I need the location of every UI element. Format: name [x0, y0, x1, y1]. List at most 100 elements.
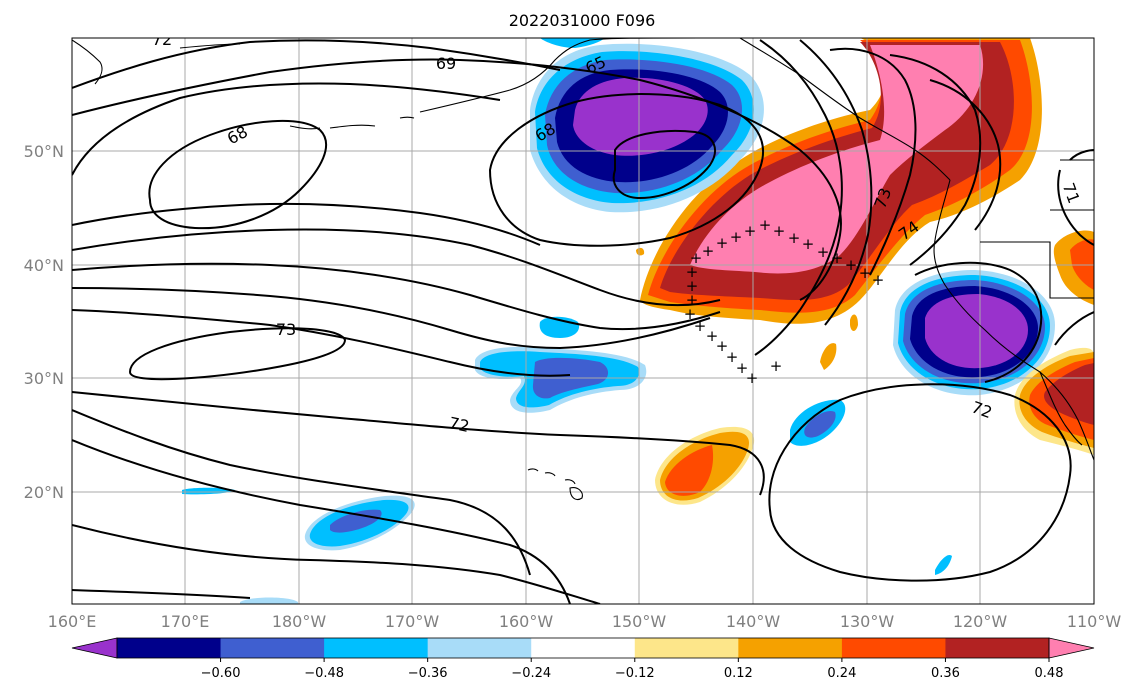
plus-marker: + — [690, 249, 703, 267]
map-title: 2022031000 F096 — [509, 11, 656, 30]
contour-c — [72, 82, 501, 176]
map-frame — [71, 37, 1095, 605]
plus-marker: + — [684, 305, 697, 323]
contour-l — [72, 589, 251, 599]
lon-label-140w: 140°W — [726, 612, 781, 631]
lat-label-30n: 30°N — [24, 369, 64, 388]
colorbar-extend-low — [71, 637, 118, 659]
contour-ridge-74 — [889, 54, 982, 266]
plus-marker: + — [736, 359, 749, 377]
colorbar-bin — [117, 638, 222, 658]
plus-marker: + — [817, 243, 830, 261]
negative-anomaly-socal-core — [925, 294, 1028, 369]
contour-73-loop — [128, 327, 347, 381]
colorbar-tick-label: 0.36 — [931, 666, 960, 681]
plus-marker: + — [744, 222, 757, 240]
contour-68-loop — [148, 120, 327, 230]
contour-trough-axis-2 — [799, 39, 873, 326]
bc-coast — [739, 38, 951, 181]
lon-label-150w: 150°W — [612, 612, 667, 631]
colorbar-tick-label: 0.24 — [827, 666, 856, 681]
positive-anomaly-small-a — [820, 343, 837, 370]
contour-east-edge — [1054, 311, 1094, 346]
plus-marker: + — [802, 235, 815, 253]
contour-label-72-top: 72 — [152, 30, 172, 49]
contour-h — [72, 309, 571, 377]
plus-marker: + — [845, 256, 858, 274]
negative-anomaly-south-1c — [330, 509, 382, 533]
lon-label-160w: 160°W — [499, 612, 554, 631]
colorbar: −0.60 −0.48 −0.36 −0.24 −0.12 0.12 0.24 0.36 0.4… — [71, 637, 1139, 681]
plus-marker: + — [686, 277, 699, 295]
lon-label-130w: 130°W — [840, 612, 895, 631]
plus-marker: + — [759, 216, 772, 234]
colorbar-bin — [220, 638, 325, 658]
plus-marker: + — [716, 234, 729, 252]
height-contours — [72, 39, 1094, 604]
lat-label-20n: 20°N — [24, 483, 64, 502]
colorbar-tick-label: −0.24 — [511, 666, 551, 681]
contour-a — [72, 39, 561, 89]
colorbar-extend-high — [1048, 637, 1095, 659]
plus-marker: + — [773, 222, 786, 240]
lat-label-40n: 40°N — [24, 256, 64, 275]
plus-marker: + — [694, 317, 707, 335]
negative-anomaly-subtropical-east-core — [804, 410, 836, 438]
contour-label-73-west: 73 — [276, 320, 296, 339]
trajectory-markers: + + + + + + + + + + + + + ++++++++++++ — [684, 216, 885, 387]
hawaii-islands — [527, 468, 583, 501]
plus-marker: + — [872, 271, 885, 289]
lon-label-160e: 160°E — [48, 612, 97, 631]
plus-marker: + — [746, 369, 759, 387]
lon-label-180w: 180°W — [272, 612, 327, 631]
plus-marker: + — [686, 291, 699, 309]
plus-marker: + — [702, 242, 715, 260]
positive-anomaly-small-b — [850, 314, 858, 331]
plus-marker: + — [716, 337, 729, 355]
contour-g — [72, 287, 711, 350]
colorbar-bin — [945, 638, 1050, 658]
negative-anomaly-small-4 — [935, 554, 952, 575]
plus-marker: + — [770, 357, 783, 375]
longitude-labels: 160°E 170°E 180°W 170°W 160°W 150°W 140°… — [48, 612, 1122, 631]
state-border-1 — [980, 241, 1094, 299]
plus-marker: + — [730, 228, 743, 246]
lat-label-50n: 50°N — [24, 142, 64, 161]
lon-label-110w: 110°W — [1067, 612, 1122, 631]
latitude-labels: 50°N 40°N 30°N 20°N — [24, 142, 64, 502]
contour-i — [72, 409, 531, 576]
plus-marker: + — [726, 348, 739, 366]
contour-f — [72, 262, 721, 331]
contour-trough-axis-3 — [829, 47, 917, 276]
aleutians — [179, 43, 415, 130]
contour-k — [72, 524, 601, 604]
contour-label-72-mid: 72 — [447, 413, 471, 436]
colorbar-bin — [324, 638, 429, 658]
negative-anomaly-small-3 — [240, 597, 298, 604]
plus-marker: + — [788, 229, 801, 247]
contour-e — [72, 228, 721, 307]
lon-label-170e: 170°E — [161, 612, 210, 631]
colorbar-tick-label: 0.48 — [1035, 666, 1064, 681]
plus-marker: + — [859, 264, 872, 282]
colorbar-outline — [116, 637, 1050, 659]
contour-72-east-loop — [768, 383, 1072, 582]
colorbar-tick-label: −0.60 — [201, 666, 241, 681]
contour-72 — [72, 391, 765, 496]
negative-anomaly-small-2 — [182, 487, 235, 495]
contour-65-loop — [612, 129, 716, 200]
negative-anomaly-gulf-alaska-core — [573, 77, 708, 156]
colorbar-bin — [427, 638, 532, 658]
colorbar-bin — [634, 638, 739, 658]
colorbar-bin — [738, 638, 843, 658]
colorbar-tick-label: −0.48 — [304, 666, 344, 681]
us-west-coast — [933, 179, 1094, 461]
positive-anomaly-core — [690, 45, 984, 274]
contour-b — [72, 58, 842, 301]
plus-marker: + — [706, 327, 719, 345]
colorbar-tick-label: −0.12 — [615, 666, 655, 681]
coastlines — [72, 38, 1094, 501]
contour-d — [72, 202, 541, 246]
plus-marker: + — [686, 263, 699, 281]
colorbar-tick-label: −0.36 — [408, 666, 448, 681]
